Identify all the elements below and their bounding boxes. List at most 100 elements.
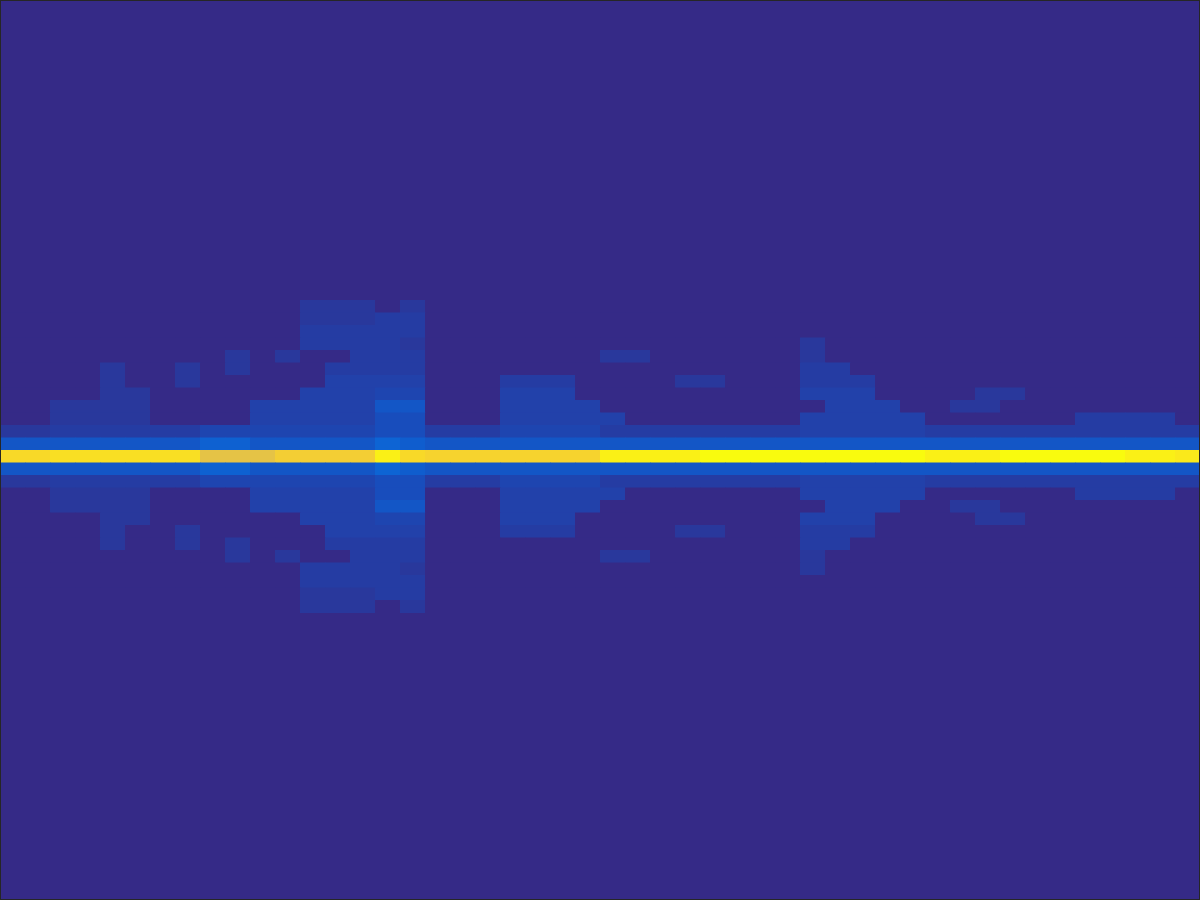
heatmap-cell (75, 525, 101, 538)
heatmap-cell (775, 513, 801, 526)
heatmap-cell (1175, 475, 1200, 488)
heatmap-cell (925, 375, 951, 388)
heatmap-cell (550, 538, 576, 551)
heatmap-cell (850, 550, 876, 563)
heatmap-cell (1125, 350, 1151, 363)
heatmap-cell (700, 313, 726, 326)
heatmap-cell (625, 350, 651, 363)
heatmap-cell (1025, 550, 1051, 563)
heatmap-cell (350, 400, 376, 413)
heatmap-cell (1175, 363, 1200, 376)
heatmap-cell (600, 450, 626, 463)
heatmap-cell (100, 488, 126, 501)
heatmap-cell (925, 313, 951, 326)
heatmap-cell (625, 525, 651, 538)
heatmap-cell (200, 300, 226, 313)
heatmap-cell (0, 600, 26, 613)
heatmap-cell (625, 488, 651, 501)
heatmap-cell (125, 488, 151, 501)
heatmap-cell (350, 450, 376, 463)
heatmap-cell (100, 363, 126, 376)
heatmap-cell (275, 388, 301, 401)
heatmap-cell (225, 375, 251, 388)
heatmap-cell (1100, 325, 1126, 338)
heatmap-cell (0, 350, 26, 363)
heatmap-cell (375, 375, 401, 388)
heatmap-cell (25, 575, 51, 588)
heatmap-cell (225, 388, 251, 401)
heatmap-cell (1025, 475, 1051, 488)
heatmap-cell (800, 363, 826, 376)
heatmap-cell (825, 588, 851, 601)
heatmap-cell (225, 313, 251, 326)
heatmap-cell (425, 338, 451, 351)
heatmap-cell (325, 538, 351, 551)
heatmap-cell (200, 313, 226, 326)
heatmap-cell (300, 500, 326, 513)
heatmap-cell (1125, 575, 1151, 588)
heatmap-cell (25, 338, 51, 351)
heatmap-cell (1050, 425, 1076, 438)
heatmap-cell (150, 338, 176, 351)
heatmap-cell (525, 400, 551, 413)
heatmap-cell (675, 463, 701, 476)
heatmap-cell (500, 525, 526, 538)
heatmap-cell (300, 438, 326, 451)
heatmap-cell (1000, 575, 1026, 588)
heatmap-cell (925, 475, 951, 488)
heatmap-cell (825, 388, 851, 401)
heatmap-cell (150, 475, 176, 488)
heatmap-cell (975, 388, 1001, 401)
heatmap-cell (250, 438, 276, 451)
heatmap-cell (475, 325, 501, 338)
heatmap-cell (950, 400, 976, 413)
heatmap-cell (250, 600, 276, 613)
heatmap-cell (850, 450, 876, 463)
heatmap-cell (750, 538, 776, 551)
heatmap-cell (400, 438, 426, 451)
heatmap-cell (150, 538, 176, 551)
heatmap-cell (1000, 313, 1026, 326)
heatmap-cell (675, 563, 701, 576)
heatmap-cell (300, 525, 326, 538)
heatmap-cell (200, 500, 226, 513)
heatmap-cell (950, 500, 976, 513)
heatmap-cell (1125, 450, 1151, 463)
heatmap-cell (875, 575, 901, 588)
plot-area (0, 0, 1200, 900)
heatmap-cell (625, 563, 651, 576)
heatmap-cell (300, 538, 326, 551)
heatmap-cell (725, 538, 751, 551)
heatmap-cell (50, 475, 76, 488)
heatmap-cell (725, 338, 751, 351)
heatmap-cell (450, 375, 476, 388)
heatmap-cell (400, 400, 426, 413)
heatmap-cell (975, 563, 1001, 576)
heatmap-cell (425, 550, 451, 563)
heatmap-cell (1125, 413, 1151, 426)
heatmap-cell (225, 588, 251, 601)
heatmap-cell (925, 438, 951, 451)
heatmap-cell (50, 600, 76, 613)
heatmap-cell (100, 450, 126, 463)
heatmap-cell (1100, 375, 1126, 388)
heatmap-cell (1050, 463, 1076, 476)
heatmap-cell (675, 388, 701, 401)
heatmap-cell (600, 325, 626, 338)
heatmap-cell (300, 363, 326, 376)
heatmap-cell (925, 350, 951, 363)
heatmap-cell (175, 525, 201, 538)
heatmap-cell (925, 513, 951, 526)
heatmap-cell (350, 475, 376, 488)
heatmap-cell (1050, 338, 1076, 351)
heatmap-cell (1000, 363, 1026, 376)
heatmap-cell (1050, 300, 1076, 313)
heatmap-cell (525, 550, 551, 563)
heatmap-cell (975, 438, 1001, 451)
heatmap-cell (125, 363, 151, 376)
heatmap-cell (50, 325, 76, 338)
heatmap-cell (1150, 538, 1176, 551)
heatmap-cell (75, 313, 101, 326)
heatmap-cell (650, 463, 676, 476)
heatmap-cell (75, 488, 101, 501)
